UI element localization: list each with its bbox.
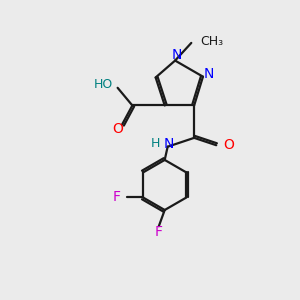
Text: F: F xyxy=(155,225,163,239)
Text: F: F xyxy=(113,190,121,205)
Text: O: O xyxy=(224,138,235,152)
Text: O: O xyxy=(112,122,123,136)
Text: HO: HO xyxy=(94,78,113,92)
Text: CH₃: CH₃ xyxy=(200,35,223,48)
Text: N: N xyxy=(164,137,174,151)
Text: H: H xyxy=(151,137,160,150)
Text: N: N xyxy=(204,67,214,81)
Text: N: N xyxy=(171,48,182,62)
